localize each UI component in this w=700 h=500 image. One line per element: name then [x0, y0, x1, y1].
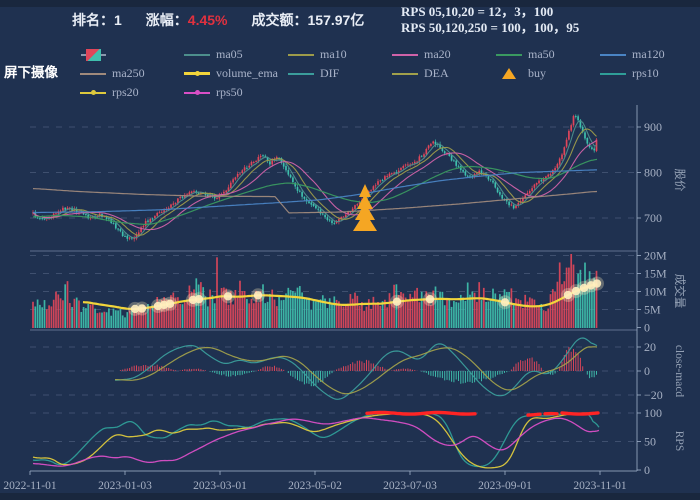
- legend-label: rps10: [632, 66, 659, 80]
- rps10-legend-swatch-icon: [600, 72, 626, 75]
- legend-item-candle[interactable]: [80, 47, 184, 62]
- y-axis-tick-label: 800: [644, 166, 662, 180]
- rps-summary-line2: RPS 50,120,250 = 100，100，95: [401, 20, 580, 35]
- legend-label: ma50: [528, 47, 555, 61]
- legend-item-DEA[interactable]: DEA: [392, 66, 496, 81]
- rps20-legend-swatch-icon: [80, 90, 106, 95]
- legend-item-ma120[interactable]: ma120: [600, 47, 700, 62]
- y-axis-tick-label: 700: [644, 211, 662, 225]
- y-axis-tick-label: −20: [644, 388, 663, 402]
- y-axis-tick-label: 5M: [644, 303, 661, 317]
- rps-panel[interactable]: [32, 410, 600, 469]
- ma10-legend-swatch-icon: [288, 53, 314, 56]
- x-axis-label: 2023-01-03: [98, 480, 152, 492]
- volume_ema-legend-swatch-icon: [184, 71, 210, 76]
- ma50-legend-swatch-icon: [496, 53, 522, 56]
- legend-label: DIF: [320, 66, 340, 80]
- bottom-border: [0, 493, 700, 500]
- x-axis-label: 2022-11-01: [3, 480, 56, 492]
- chart-legend: ma05 ma10 ma20 ma50 ma120 ma250 volume_ema DIF D…: [80, 47, 700, 100]
- buy-signal-markers: [353, 184, 377, 231]
- y-axis-tick-label: 100: [644, 406, 662, 420]
- DIF-legend-swatch-icon: [288, 72, 314, 75]
- rps50-legend-swatch-icon: [184, 90, 210, 95]
- page-title: 屏下摄像: [4, 65, 58, 80]
- rps-summary: RPS 05,10,20 = 12，3，100 RPS 50,120,250 =…: [401, 4, 579, 36]
- y-axis-tick-label: 900: [644, 120, 662, 134]
- legend-label: ma120: [632, 47, 665, 61]
- ma250-legend-swatch-icon: [80, 72, 106, 75]
- legend-label: ma05: [216, 47, 243, 61]
- legend-label: volume_ema: [216, 66, 278, 80]
- legend-label: buy: [528, 66, 546, 80]
- legend-label: ma20: [424, 47, 451, 61]
- gridlines: [30, 126, 637, 442]
- change-stat: 涨幅：4.45%: [145, 12, 228, 28]
- legend-item-volume_ema[interactable]: volume_ema: [184, 66, 288, 81]
- rps-axis-title: RPS: [673, 431, 685, 451]
- rps-summary-line1: RPS 05,10,20 = 12，3，100: [401, 4, 554, 19]
- ma120-legend-swatch-icon: [600, 53, 626, 56]
- legend-item-rps50[interactable]: rps50: [184, 85, 288, 100]
- legend-item-ma10[interactable]: ma10: [288, 47, 392, 62]
- y-axis-tick-label: 10M: [644, 285, 667, 299]
- price-axis-title: 股价: [673, 169, 686, 192]
- legend-item-ma50[interactable]: ma50: [496, 47, 600, 62]
- top-border: [0, 0, 700, 7]
- legend-label: DEA: [424, 66, 449, 80]
- y-axis-tick-label: 20: [644, 340, 656, 354]
- volume-panel[interactable]: [32, 254, 604, 328]
- legend-item-rps20[interactable]: rps20: [80, 85, 184, 100]
- y-axis-tick-label: 0: [644, 321, 650, 335]
- y-axis-tick-label: 20M: [644, 249, 667, 263]
- legend-label: rps50: [216, 85, 243, 99]
- x-axis-label: 2023-07-03: [383, 480, 437, 492]
- legend-item-ma20[interactable]: ma20: [392, 47, 496, 62]
- change-value: 4.45%: [187, 12, 228, 28]
- volume-axis-title: 成交量: [673, 274, 687, 309]
- y-axis-tick-label: 0: [644, 364, 650, 378]
- price-panel[interactable]: [32, 114, 598, 242]
- x-axis-label: 2023-09-01: [478, 480, 532, 492]
- x-axis-label: 2023-03-01: [193, 480, 247, 492]
- legend-item-ma250[interactable]: ma250: [80, 66, 184, 81]
- DEA-legend-swatch-icon: [392, 72, 418, 75]
- rank-stat: 排名：1: [72, 12, 122, 28]
- legend-item-DIF[interactable]: DIF: [288, 66, 392, 81]
- candle-legend-swatch-icon: [80, 48, 106, 61]
- x-axis-label: 2023-11-01: [573, 480, 626, 492]
- ma20-legend-swatch-icon: [392, 53, 418, 56]
- macd-axis-title: close-macd: [673, 345, 685, 398]
- y-axis-tick-label: 15M: [644, 267, 667, 281]
- legend-item-buy[interactable]: buy: [496, 66, 600, 81]
- header-stats: 排名：1 涨幅：4.45% 成交额：157.97亿: [72, 10, 364, 30]
- legend-label: ma250: [112, 66, 145, 80]
- macd-panel[interactable]: [114, 337, 598, 400]
- buy-legend-swatch-icon: [496, 68, 522, 79]
- y-axis-tick-label: 50: [644, 435, 656, 449]
- y-axis-tick-label: 0: [644, 463, 650, 477]
- legend-item-ma05[interactable]: ma05: [184, 47, 288, 62]
- turnover-stat: 成交额：157.97亿: [251, 12, 365, 28]
- legend-item-rps10[interactable]: rps10: [600, 66, 700, 81]
- legend-label: ma10: [320, 47, 347, 61]
- legend-label: rps20: [112, 85, 139, 99]
- ma05-legend-swatch-icon: [184, 53, 210, 56]
- x-axis-label: 2023-05-02: [288, 480, 342, 492]
